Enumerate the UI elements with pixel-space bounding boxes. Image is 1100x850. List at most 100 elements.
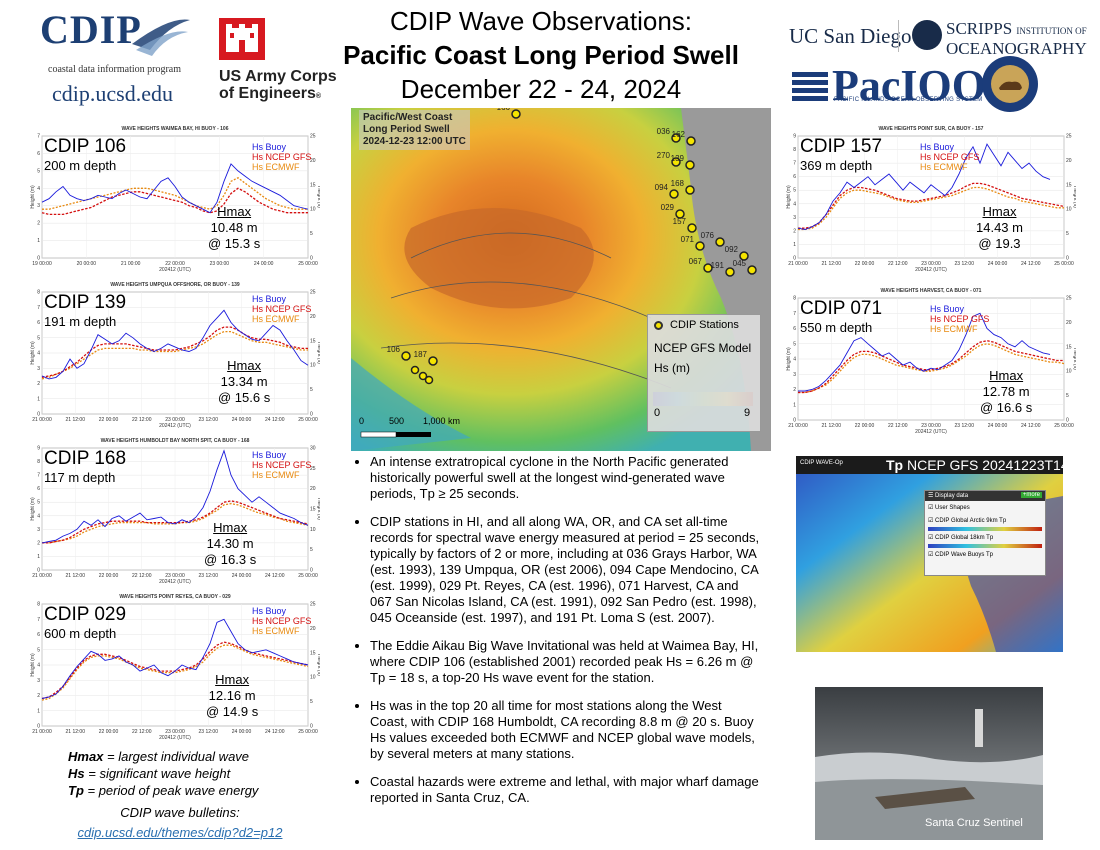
santa-cruz-photo: Santa Cruz Sentinel	[815, 687, 1043, 840]
tp-title-rest: NCEP GFS 20241223T14Z	[907, 457, 1063, 473]
cdip-logo-word: CDIP	[40, 7, 142, 52]
layer-global-arctic[interactable]: ☑ CDIP Global Arctic 9km Tp	[928, 518, 1007, 524]
y-tick-label-right: 15	[310, 507, 316, 513]
legend-gfs: Hs NCEP GFS	[930, 314, 990, 324]
chart-cdip-157: 0 1 2 3 4 5 6 7 8 9 0 5 10 15 20 25 21 00:00 21 12:00 22 0…	[786, 126, 1076, 278]
bulletins-link[interactable]: cdip.ucsd.edu/themes/cdip?d2=p12	[77, 825, 283, 840]
y-tick-label: 1	[793, 402, 796, 408]
station-depth: 600 m depth	[44, 626, 117, 641]
x-tick-label: 24 00:00	[988, 423, 1008, 429]
cdip-url[interactable]: cdip.ucsd.edu	[52, 81, 173, 106]
legend-ecmwf: Hs ECMWF	[252, 470, 300, 480]
scripps-logo: SCRIPPS INSTITUTION OF OCEANOGRAPHY	[946, 20, 1087, 57]
bullet-item: The Eddie Aikau Big Wave Invitational wa…	[370, 638, 762, 686]
station-label: 166	[497, 108, 511, 112]
station-marker	[511, 109, 521, 119]
legend-buoy: Hs Buoy	[252, 450, 287, 460]
y-tick-label-right: 20	[1066, 158, 1072, 164]
y-tick-label-right: 5	[310, 547, 313, 553]
bullet-list: An intense extratropical cyclone in the …	[352, 454, 762, 818]
contour-1	[410, 232, 612, 259]
layer-global-18km[interactable]: ☑ CDIP Global 18km Tp	[928, 535, 994, 541]
hmax-label: Hmax	[982, 204, 1017, 219]
layer-user-shapes[interactable]: ☑ User Shapes	[928, 505, 970, 511]
hmax-label: Hmax	[989, 368, 1024, 383]
chart-legend: Hs Buoy Hs NCEP GFS Hs ECMWF	[252, 606, 311, 636]
tp-model-panel: CDIP WAVE-Op Tp NCEP GFS 20241223T14Z ☰ …	[796, 456, 1063, 652]
series-buoy	[41, 449, 309, 544]
series-gfs	[42, 500, 309, 544]
station-label: 036	[657, 127, 671, 136]
map-label-line2: Long Period Swell	[363, 124, 450, 135]
legend-stations: CDIP Stations	[670, 319, 739, 331]
station-marker	[428, 356, 438, 366]
pacioos-waves-icon	[792, 70, 830, 104]
station-label: 106	[387, 345, 401, 354]
station-name: CDIP 139	[44, 292, 127, 313]
station-marker	[686, 136, 696, 146]
x-tick-label: 22 00:00	[855, 261, 875, 267]
y-tick-label: 4	[793, 201, 796, 207]
station-label: 162	[672, 130, 686, 139]
x-tick-label: 23 12:00	[955, 423, 975, 429]
y-tick-label-right: 25	[310, 134, 316, 140]
chart-svg: 0 1 2 3 4 5 6 7 8 0 5 10 15 20 25 21 00:00 21 12:00 22 00…	[30, 290, 320, 430]
usace-name: US Army Corps of Engineers®	[219, 68, 337, 105]
y-tick-label: 8	[37, 290, 40, 296]
legend-buoy: Hs Buoy	[252, 606, 287, 616]
y-axis-label-right: Height (ft)	[316, 498, 320, 520]
y-tick-label-right: 5	[1066, 231, 1069, 237]
y-tick-label-right: 0	[1066, 418, 1069, 424]
legend-ecmwf: Hs ECMWF	[930, 324, 978, 334]
y-tick-label: 7	[793, 311, 796, 317]
ucsd-logo: UC San Diego	[789, 24, 912, 48]
usace-line2: of Engineers®	[219, 85, 322, 102]
y-tick-label: 5	[37, 647, 40, 653]
y-tick-label: 7	[37, 473, 40, 479]
y-axis-label-left: Height (m)	[30, 653, 36, 677]
station-name: CDIP 106	[44, 136, 127, 157]
definitions: Hmax = largest individual wave Hs = sign…	[68, 748, 258, 799]
station-marker	[671, 157, 681, 167]
y-tick-label: 6	[37, 632, 40, 638]
legend-ecmwf: Hs ECMWF	[252, 162, 300, 172]
station-label: 045	[733, 259, 747, 268]
station-marker	[669, 189, 679, 199]
y-tick-label-right: 5	[310, 387, 313, 393]
station-marker	[401, 351, 411, 361]
hmax-annotation: Hmax 10.48 m @ 15.3 s	[208, 204, 260, 252]
x-tick-label: 24 12:00	[265, 729, 285, 735]
chart-cdip-168: 0 1 2 3 4 5 6 7 8 9 0 5 10 15 20 25 30 21 00:00 21 12:00 22…	[30, 438, 320, 590]
hmax-annotation: Hmax 14.30 m @ 16.3 s	[204, 520, 256, 568]
y-tick-label: 1	[793, 242, 796, 248]
display-data-panel[interactable]: ☰ Display data +more ☑ User Shapes ☑ CDIP…	[924, 490, 1046, 576]
layer-wave-buoys[interactable]: ☑ CDIP Wave Buoys Tp	[928, 552, 993, 558]
chart-svg: 0 1 2 3 4 5 6 7 0 5 10 15 20 25 19 00:00 20 00:00 21 00:…	[30, 134, 320, 274]
scripps-inst: INSTITUTION OF	[1016, 26, 1087, 36]
station-label: 094	[655, 183, 669, 192]
y-tick-label: 4	[37, 351, 40, 357]
x-tick-label: 21 00:00	[32, 729, 52, 735]
station-label: 067	[689, 257, 703, 266]
more-button[interactable]: +more	[1020, 492, 1042, 498]
y-tick-label: 1	[37, 708, 40, 714]
y-tick-label: 8	[793, 296, 796, 302]
x-tick-label: 25 00:00	[1054, 423, 1074, 429]
chart-svg: 0 1 2 3 4 5 6 7 8 9 0 5 10 15 20 25 30 21 00:00 21 12:00 22…	[30, 446, 320, 586]
hmax-annotation: Hmax 13.34 m @ 15.6 s	[218, 358, 270, 406]
y-tick-label: 3	[37, 678, 40, 684]
y-tick-label: 6	[793, 174, 796, 180]
hmax-value: 13.34 m	[220, 374, 268, 389]
station-label: 029	[661, 203, 675, 212]
x-tick-label: 23 12:00	[955, 261, 975, 267]
x-tick-label: 23 12:00	[199, 417, 219, 423]
logo-divider	[898, 20, 899, 52]
hmax-value: 12.78 m	[982, 384, 1030, 399]
x-tick-label: 20 00:00	[77, 261, 97, 267]
hmax-period: @ 16.3 s	[204, 552, 257, 567]
legend-buoy: Hs Buoy	[252, 294, 287, 304]
y-tick-label: 6	[37, 320, 40, 326]
x-tick-label: 23 00:00	[921, 423, 941, 429]
legend-ecmwf: Hs ECMWF	[252, 626, 300, 636]
